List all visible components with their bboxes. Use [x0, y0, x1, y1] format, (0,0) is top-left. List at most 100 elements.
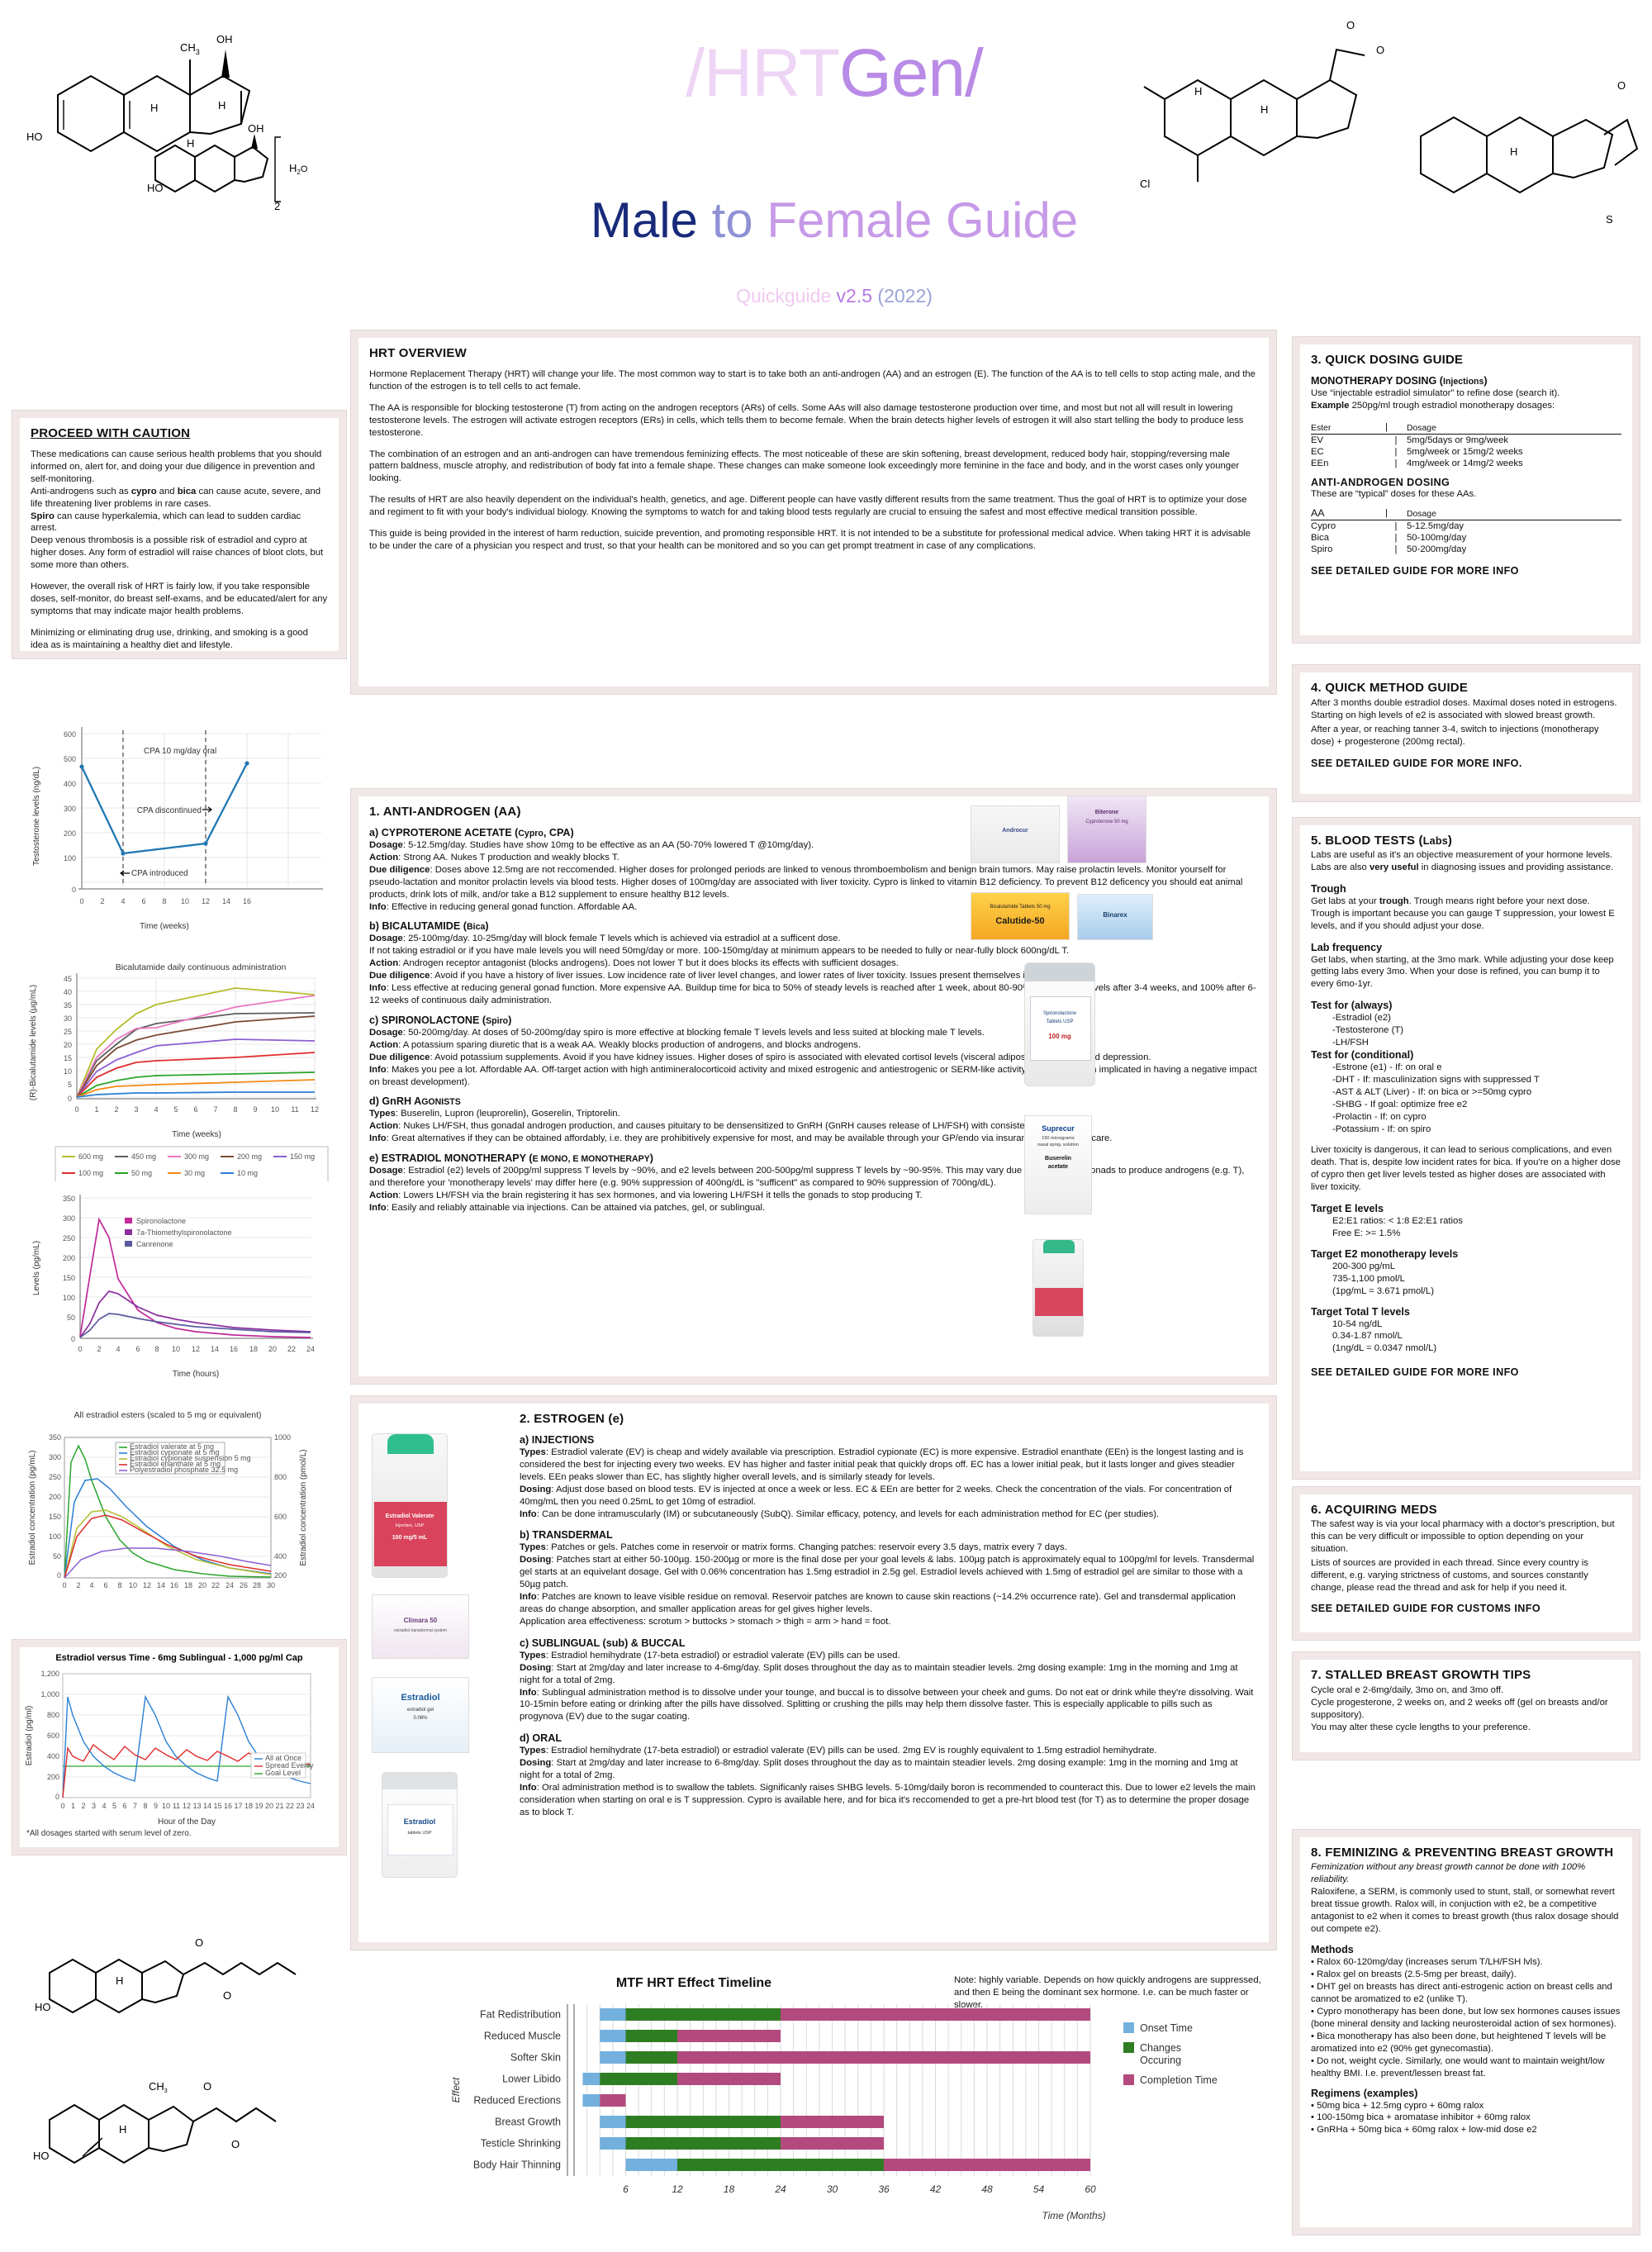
svg-text:OH: OH — [216, 33, 233, 45]
subtitle-female: Female Guide — [767, 192, 1079, 248]
aa-row-key: Due diligence — [369, 971, 430, 981]
caution-spiro: Spiro — [31, 511, 55, 521]
svg-text:150: 150 — [49, 1513, 61, 1521]
p7-title: 7. STALLED BREAST GROWTH TIPS — [1311, 1668, 1531, 1682]
list-item: • Ralox gel on breasts (2.5-5mg per brea… — [1311, 1969, 1517, 1980]
product-biterone-box: Biterone Cyproterone 50 mg — [1067, 796, 1146, 863]
svg-text:Estradiol cypionate suspension: Estradiol cypionate suspension 5 mg — [130, 1454, 251, 1462]
svg-text:200: 200 — [63, 1254, 75, 1262]
dose-sep: | — [1394, 435, 1398, 445]
ester-th-2: Dosage — [1407, 423, 1436, 433]
estrogen-row-value: : Can be done intramuscularly (IM) or su… — [536, 1508, 1160, 1519]
estrogen-row-key: Types — [520, 1746, 546, 1756]
p5-conditional-list: -Estrone (e1) - If: on oral e -DHT - If: … — [1311, 1062, 1621, 1135]
aa-item-row: Due diligence: Doses above 12.5mg are no… — [369, 864, 1258, 901]
svg-text:15: 15 — [213, 1802, 221, 1810]
svg-text:6: 6 — [193, 1105, 197, 1114]
estradiol-valerate-molecule-diagram: HO O O H — [33, 1908, 330, 2049]
timeline-title: MTF HRT Effect Timeline — [615, 1976, 772, 1990]
svg-text:HO: HO — [35, 2001, 51, 2013]
svg-text:Goal Level: Goal Level — [265, 1769, 301, 1777]
svg-text:500: 500 — [64, 755, 76, 763]
p5-title-sc: Labs — [1422, 835, 1448, 847]
p3-aa-head: ANTI-ANDROGEN DOSING — [1311, 476, 1450, 488]
aa-row-key: Action — [369, 958, 399, 969]
dose-sep: | — [1394, 532, 1398, 543]
product-estradiol-gel-box: Estradiol estradiol gel 0.06% — [372, 1677, 469, 1753]
estrogen-item-row: Info: Can be done intramuscularly (IM) o… — [520, 1508, 1258, 1521]
version-label: Quickguide v2.5 (2022) — [545, 285, 1123, 307]
timeline-bar-completion — [781, 2137, 884, 2150]
svg-text:1: 1 — [94, 1105, 98, 1114]
svg-text:Time (weeks): Time (weeks) — [140, 922, 189, 931]
p4-title: 4. QUICK METHOD GUIDE — [1311, 681, 1469, 695]
svg-text:11: 11 — [291, 1105, 298, 1114]
timeline-row: Body Hair Thinning — [473, 2159, 1090, 2171]
estrogen-row-value: : Estradiol hemihydrate (17-beta estradi… — [545, 1650, 900, 1660]
panel-anti-androgen: 1. ANTI-ANDROGEN (AA) a) CYPROTERONE ACE… — [350, 788, 1277, 1385]
aa-item-row: Action: Lowers LH/FSH via the brain regi… — [369, 1190, 1258, 1202]
aa-row-key: Dosage — [369, 840, 403, 850]
p8-italic: Feminization without any breast growth c… — [1311, 1862, 1586, 1884]
svg-text:4: 4 — [102, 1802, 106, 1810]
svg-text:10: 10 — [181, 897, 189, 905]
svg-text:2: 2 — [114, 1105, 118, 1114]
p5-target-t-list: 10-54 ng/dL 0.34-1.87 nmol/L (1ng/dL = 0.0… — [1311, 1318, 1621, 1356]
overview-p1: Hormone Replacement Therapy (HRT) will c… — [369, 369, 1256, 392]
aa-head-main: d) GnRH A — [369, 1095, 422, 1108]
aa-th-2: Dosage — [1407, 509, 1436, 519]
dose-name: Spiro — [1311, 544, 1333, 554]
svg-text:400: 400 — [47, 1752, 59, 1760]
svg-text:6: 6 — [122, 1802, 126, 1810]
svg-text:22: 22 — [287, 1345, 296, 1353]
svg-text:50: 50 — [53, 1552, 61, 1561]
estrogen-item-row: Info: Sublingual administration method i… — [520, 1687, 1258, 1724]
legend-label: Occuring — [1140, 2055, 1181, 2066]
estrogen-item-row: Types: Estradiol hemihydrate (17-beta es… — [520, 1650, 1258, 1662]
caution-p3: Minimizing or eliminating drug use, drin… — [31, 627, 308, 650]
svg-text:400: 400 — [64, 780, 76, 788]
timeline-xtick: 54 — [1033, 2183, 1045, 2195]
p4-l2: After a year, or reaching tanner 3-4, sw… — [1311, 724, 1599, 747]
product-binarex-box: Binarex — [1077, 894, 1153, 940]
estrogen-row-value: : Estradiol valerate (EV) is cheap and w… — [520, 1447, 1244, 1482]
svg-text:6: 6 — [103, 1581, 107, 1589]
svg-text:2: 2 — [97, 1345, 101, 1353]
timeline-row: Softer Skin — [510, 2051, 1090, 2064]
svg-text:16: 16 — [243, 897, 251, 905]
caution-p1a: These medications can cause serious heal… — [31, 449, 322, 484]
svg-text:16: 16 — [230, 1345, 238, 1353]
aa-row-value: : Lowers LH/FSH via the brain registerin… — [398, 1190, 923, 1200]
svg-text:2: 2 — [100, 897, 104, 905]
svg-text:5: 5 — [68, 1081, 72, 1089]
svg-text:Estradiol concentration (pg/mL: Estradiol concentration (pg/mL) — [28, 1451, 37, 1565]
aa-item-row: Action: Androgen receptor antagonist (bl… — [369, 957, 1258, 970]
svg-text:O: O — [195, 1936, 203, 1949]
overview-p2: The AA is responsible for blocking testo… — [369, 402, 1244, 438]
estrogen-item: c) SUBLINGUAL (sub) & BUCCAL Types: Estra… — [520, 1637, 1258, 1723]
timeline-bar-completion — [677, 2051, 1090, 2064]
table-row: Cypro | 5-12.5mg/day — [1311, 520, 1621, 532]
p5-footer: SEE DETAILED GUIDE FOR MORE INFO — [1311, 1366, 1519, 1379]
svg-text:18: 18 — [249, 1345, 258, 1353]
timeline-bar-onset — [582, 2073, 601, 2085]
estrogen-row-value: : Oral administration method is to swall… — [520, 1782, 1256, 1817]
estrogen-row-value: : Sublingual administration method is to… — [520, 1687, 1254, 1722]
svg-text:7a-Thiomethylspironolactone: 7a-Thiomethylspironolactone — [136, 1228, 232, 1237]
timeline-bar-changes — [677, 2159, 884, 2171]
svg-text:45: 45 — [64, 975, 72, 983]
dose-sep: | — [1394, 544, 1398, 554]
legend-label: Changes — [1140, 2042, 1181, 2054]
timeline-bar-changes — [625, 2116, 781, 2128]
panel-acquiring-meds: 6. ACQUIRING MEDS The safest way is via … — [1292, 1486, 1640, 1641]
aa-item-row: Dosage: Estradiol (e2) levels of 200pg/m… — [369, 1165, 1258, 1190]
svg-text:14: 14 — [222, 897, 230, 905]
aa-row-key: Info — [369, 1133, 387, 1144]
aa-row-key: Dosage — [369, 934, 403, 944]
estrogen-item-row: Types: Estradiol hemihydrate (17-beta es… — [520, 1745, 1258, 1757]
estrogen-row-key: Dosing — [520, 1758, 552, 1769]
timeline-row-label: Body Hair Thinning — [473, 2159, 561, 2171]
p5-trough-head: Trough — [1311, 882, 1346, 895]
aa-row-key: Info — [369, 901, 387, 912]
estradiol-hemihydrate-molecule-diagram: OH HO 2 H2O — [147, 122, 320, 213]
